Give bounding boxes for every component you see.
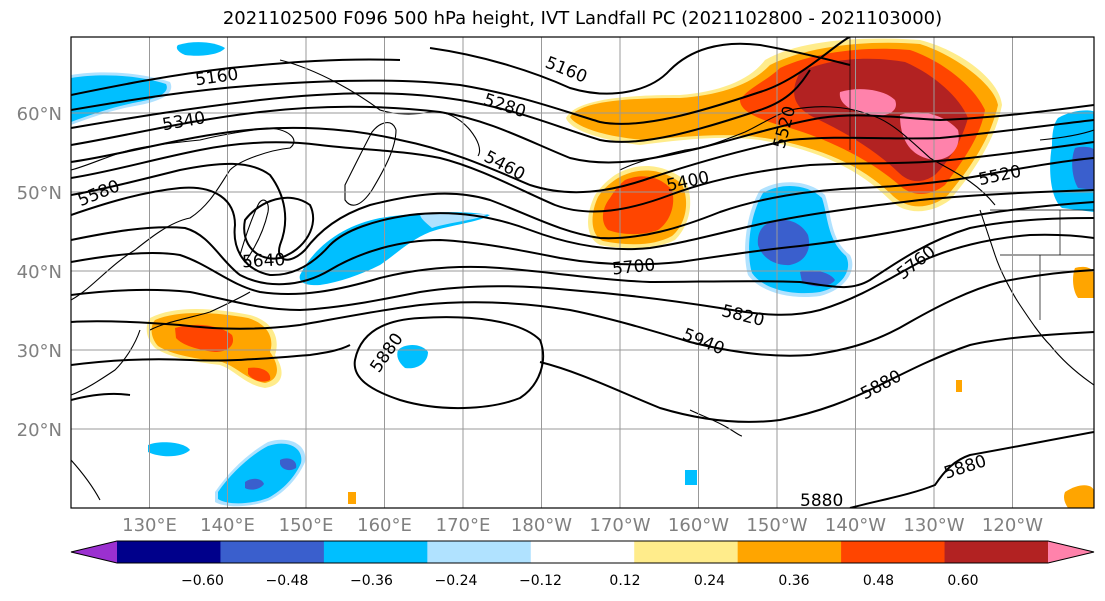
contour-5820 bbox=[71, 269, 1094, 357]
ivt-shading-south-dark bbox=[245, 458, 297, 490]
contour-label: 5700 bbox=[611, 255, 656, 279]
contour-5580 bbox=[71, 186, 1094, 277]
ivt-shading-south-blue bbox=[218, 443, 302, 504]
ivt-shading-pac-blue bbox=[397, 344, 428, 369]
lon-label: 130°W bbox=[903, 515, 964, 536]
lat-label: 30°N bbox=[17, 341, 62, 362]
colorbar-segment bbox=[944, 541, 1049, 563]
lon-label: 120°W bbox=[982, 515, 1043, 536]
contour-5940 bbox=[353, 316, 545, 409]
colorbar-segment bbox=[117, 541, 221, 563]
coastline-china bbox=[71, 329, 141, 501]
coastline-alaska bbox=[619, 106, 996, 206]
lat-label: 60°N bbox=[17, 104, 62, 125]
contour-5220 bbox=[71, 37, 851, 125]
contour-5400 bbox=[71, 119, 1094, 194]
contour-label: 5640 bbox=[242, 250, 286, 272]
contour-5160-west bbox=[71, 58, 401, 96]
coastline-hawaii bbox=[689, 409, 743, 437]
colorbar-segment bbox=[71, 541, 117, 563]
coastline-sakhalin bbox=[239, 199, 269, 263]
contour-5880-sw bbox=[71, 392, 131, 401]
lon-label: 140°W bbox=[825, 515, 886, 536]
longitude-labels: 130°E 140°E 150°E 160°E 170°E 180°W 170°… bbox=[122, 515, 1043, 536]
colorbar-tick-label: −0.12 bbox=[519, 573, 562, 589]
ivt-shading-misc-1 bbox=[1064, 485, 1094, 508]
ivt-shading-jp-red bbox=[175, 324, 271, 382]
map-area: 5160 5340 5580 5160 5280 5460 5400 5520 … bbox=[71, 37, 1094, 511]
map-frame bbox=[70, 36, 1095, 509]
colorbar-outline bbox=[70, 540, 1095, 564]
colorbar-segment bbox=[841, 541, 946, 563]
lon-label: 150°W bbox=[746, 515, 807, 536]
latitude-labels: 60°N 50°N 40°N 30°N 20°N bbox=[17, 104, 62, 441]
coastline-north-america bbox=[979, 129, 1094, 386]
contour-label-bottom: 5880 bbox=[800, 491, 843, 511]
contour-5520 bbox=[71, 157, 1094, 261]
lon-label: 130°E bbox=[122, 515, 177, 536]
contour-5760 bbox=[71, 233, 1094, 316]
colorbar: −0.60 −0.48 −0.36 −0.24 −0.12 0.12 0.24 … bbox=[70, 540, 1095, 589]
lat-label: 50°N bbox=[17, 183, 62, 204]
lon-label: 170°W bbox=[589, 515, 650, 536]
contour-5520-loop bbox=[243, 196, 315, 260]
colorbar-tick-label: 0.60 bbox=[947, 573, 978, 589]
contour-5880-south bbox=[849, 431, 1094, 508]
lon-label: 160°E bbox=[357, 515, 412, 536]
contour-5640 bbox=[71, 201, 1094, 286]
contour-5880 bbox=[71, 331, 1094, 423]
colorbar-segment bbox=[427, 541, 532, 563]
contour-5340 bbox=[71, 104, 1094, 164]
map-title: 2021102500 F096 500 hPa height, IVT Land… bbox=[222, 8, 943, 29]
colorbar-tick-label: 0.12 bbox=[609, 573, 640, 589]
ivt-shading-wp-blue bbox=[71, 75, 167, 122]
ivt-shading-ak-pink bbox=[839, 89, 959, 160]
colorbar-tick-label: −0.24 bbox=[435, 573, 478, 589]
contour-5160-east bbox=[429, 42, 851, 95]
colorbar-segment bbox=[737, 541, 842, 563]
contour-5460 bbox=[71, 141, 1094, 213]
lon-label: 140°E bbox=[200, 515, 255, 536]
ivt-shading-kamchatka-blue bbox=[299, 212, 490, 286]
coastline-kamchatka bbox=[344, 122, 397, 206]
colorbar-segment bbox=[1048, 541, 1094, 563]
lon-label: 150°E bbox=[279, 515, 334, 536]
colorbar-tick-label: 0.36 bbox=[778, 573, 809, 589]
colorbar-tick-label: 0.24 bbox=[694, 573, 725, 589]
contour-5280 bbox=[71, 69, 811, 143]
lon-label: 160°W bbox=[668, 515, 729, 536]
colorbar-segment bbox=[220, 541, 325, 563]
lat-label: 40°N bbox=[17, 262, 62, 283]
border-states bbox=[1000, 210, 1094, 320]
lon-label: 170°E bbox=[436, 515, 491, 536]
height-contours bbox=[71, 37, 1094, 508]
colorbar-segment bbox=[530, 541, 635, 563]
colorbar-tick-label: −0.60 bbox=[181, 573, 224, 589]
ivt-shading-nwp-blue bbox=[176, 42, 225, 56]
coastline-siberia bbox=[279, 59, 481, 157]
lon-label: 180°W bbox=[511, 515, 572, 536]
colorbar-segment bbox=[634, 541, 739, 563]
colorbar-tick-label: 0.48 bbox=[863, 573, 894, 589]
lat-label: 20°N bbox=[17, 420, 62, 441]
colorbar-tick-label: −0.36 bbox=[350, 573, 393, 589]
ivt-shading-kamchatka-light bbox=[420, 214, 488, 228]
contour-5700 bbox=[71, 217, 1094, 296]
colorbar-segments bbox=[71, 541, 1094, 563]
ivt-shading-misc-2 bbox=[1073, 266, 1094, 298]
colorbar-segment bbox=[323, 541, 428, 563]
colorbar-ticks: −0.60 −0.48 −0.36 −0.24 −0.12 0.12 0.24 … bbox=[181, 573, 979, 589]
colorbar-tick-label: −0.48 bbox=[266, 573, 309, 589]
